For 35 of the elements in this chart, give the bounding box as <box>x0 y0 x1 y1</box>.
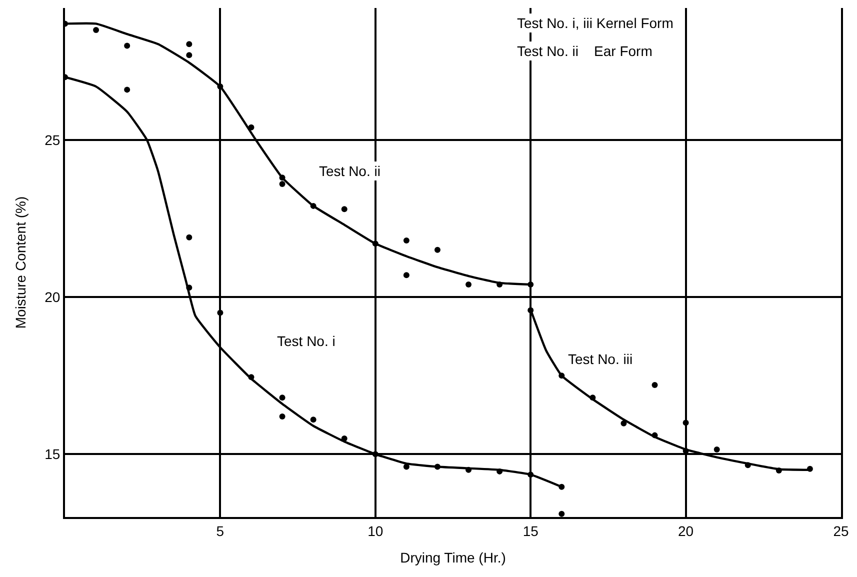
point <box>403 238 410 244</box>
point <box>403 272 410 278</box>
point <box>434 246 440 253</box>
point <box>714 446 720 452</box>
point <box>124 42 130 49</box>
x-tick-label: 20 <box>678 522 694 539</box>
point <box>279 413 286 420</box>
point <box>558 510 565 517</box>
x-axis-title: Drying Time (Hr.) <box>400 550 506 566</box>
annotation: Test No. ii Ear Form <box>517 43 652 59</box>
point <box>186 41 192 48</box>
annotation: Test No. iii <box>568 351 633 367</box>
point <box>466 281 472 288</box>
point <box>279 394 286 401</box>
x-tick-label: 5 <box>216 522 224 539</box>
point <box>341 206 348 212</box>
point <box>217 310 224 316</box>
y-axis-title: Moisture Content (%) <box>12 196 29 329</box>
annotation: Test No. i, iii Kernel Form <box>517 15 674 31</box>
annotation: Test No. ii <box>319 163 380 179</box>
x-tick-label: 10 <box>368 522 384 539</box>
y-tick-label: 25 <box>44 132 60 148</box>
point <box>682 420 689 426</box>
point <box>279 180 286 187</box>
point <box>186 52 192 58</box>
x-tick-label: 25 <box>833 522 849 539</box>
annotation: Test No. i <box>277 333 336 349</box>
point <box>652 382 658 388</box>
point <box>93 26 100 33</box>
point <box>124 86 130 93</box>
x-tick-label: 15 <box>522 522 539 539</box>
y-tick-label: 20 <box>44 288 60 305</box>
point <box>310 416 316 423</box>
point <box>186 234 192 240</box>
y-tick-label: 15 <box>44 446 60 462</box>
